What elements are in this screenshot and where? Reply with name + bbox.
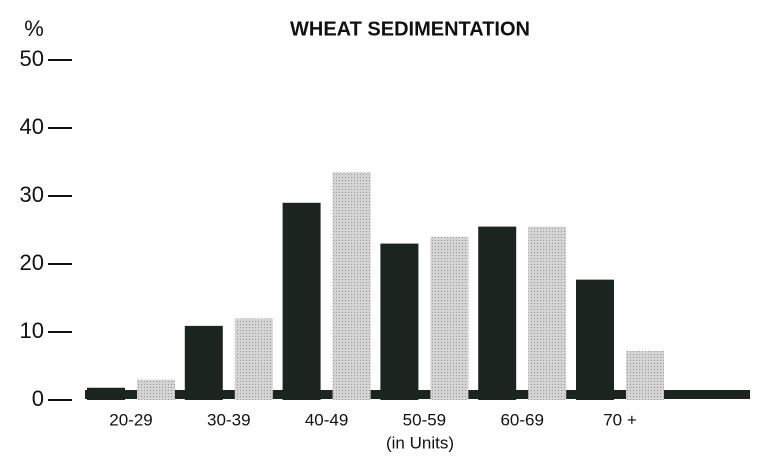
x-axis-label: (in Units) — [386, 433, 454, 452]
y-tick-label: 30 — [20, 182, 44, 207]
x-tick-label: 50-59 — [403, 410, 446, 429]
y-axis-label: % — [24, 16, 44, 41]
x-tick-label: 30-39 — [207, 410, 250, 429]
bar — [137, 379, 175, 400]
y-tick-label: 20 — [20, 250, 44, 275]
bar — [184, 325, 223, 400]
bar — [528, 226, 567, 400]
bar — [430, 236, 469, 400]
bar — [626, 351, 664, 400]
y-tick-label: 40 — [20, 114, 44, 139]
bar — [478, 226, 517, 400]
chart-title: WHEAT SEDIMENTATION — [290, 18, 530, 40]
bar — [234, 318, 273, 400]
y-tick-label: 50 — [20, 46, 44, 71]
y-tick-label: 0 — [32, 386, 44, 411]
bar — [380, 243, 419, 400]
y-tick-label: 10 — [20, 318, 44, 343]
bar — [332, 172, 371, 400]
x-tick-label: 70 + — [603, 410, 637, 429]
bar — [282, 202, 321, 400]
bar — [576, 279, 614, 400]
x-tick-label: 40-49 — [305, 410, 348, 429]
x-tick-label: 20-29 — [109, 410, 152, 429]
bar — [87, 387, 125, 400]
x-tick-label: 60-69 — [500, 410, 543, 429]
